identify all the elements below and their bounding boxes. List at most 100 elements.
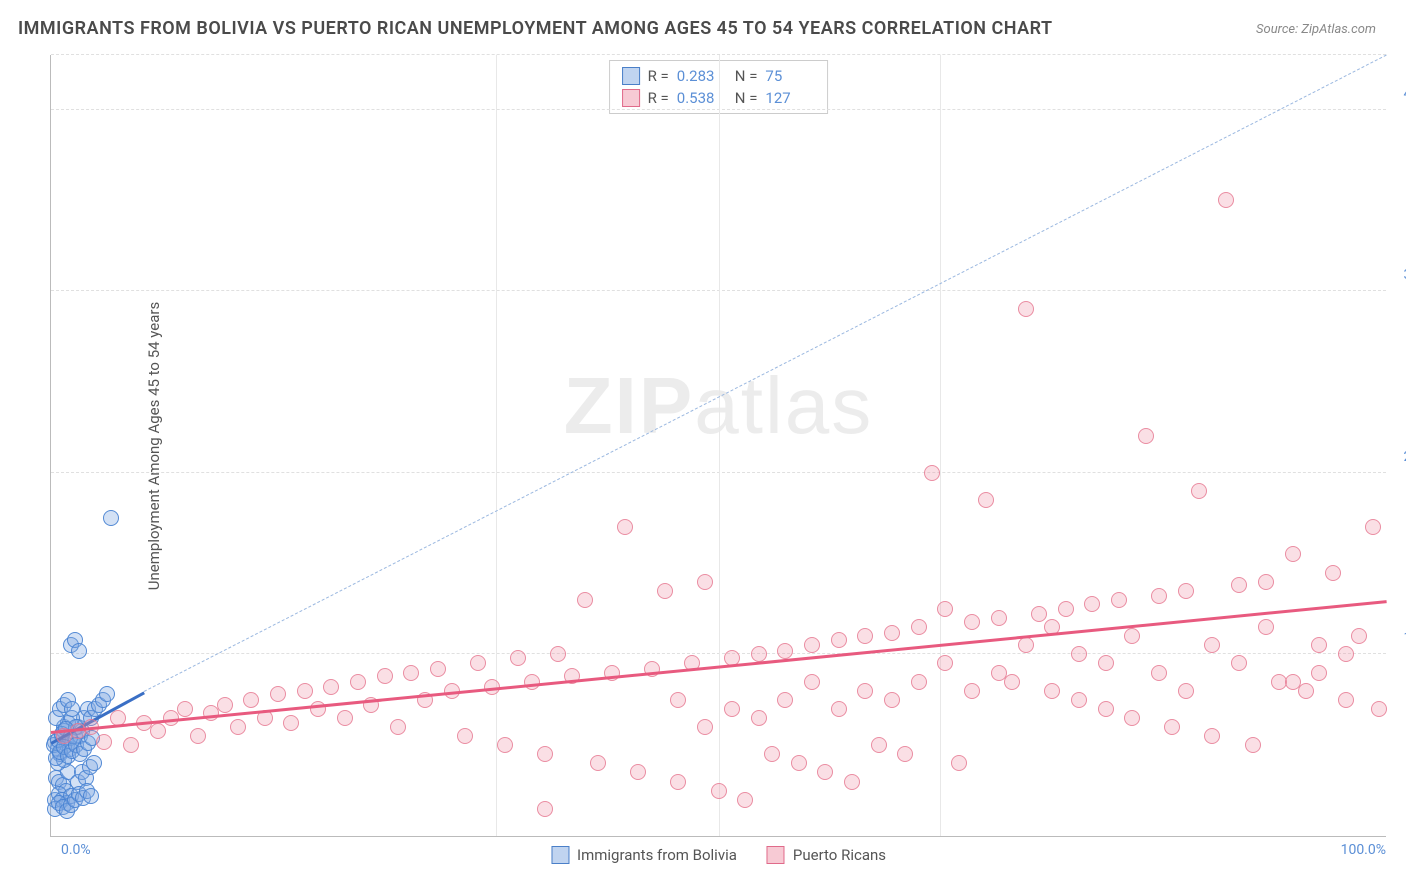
scatter-point (697, 574, 713, 590)
scatter-point (711, 783, 727, 799)
scatter-point (350, 674, 366, 690)
scatter-point (1371, 701, 1387, 717)
scatter-point (1178, 683, 1194, 699)
scatter-point (1218, 192, 1234, 208)
y-tick-label: 40.0% (1391, 86, 1406, 102)
scatter-point (1044, 683, 1060, 699)
scatter-point (1124, 710, 1140, 726)
scatter-point (871, 737, 887, 753)
scatter-point (964, 683, 980, 699)
n-label: N = (735, 89, 758, 107)
scatter-point (103, 510, 119, 526)
scatter-point (1258, 619, 1274, 635)
y-tick-label: 20.0% (1391, 449, 1406, 465)
scatter-point (577, 592, 593, 608)
scatter-point (817, 764, 833, 780)
scatter-point (831, 701, 847, 717)
bottom-legend: Immigrants from Bolivia Puerto Ricans (551, 846, 886, 864)
scatter-point (470, 655, 486, 671)
scatter-point (337, 710, 353, 726)
n-label: N = (735, 67, 758, 85)
scatter-point (1311, 637, 1327, 653)
scatter-point (937, 655, 953, 671)
scatter-point (777, 692, 793, 708)
y-tick-label: 30.0% (1391, 267, 1406, 283)
scatter-point (1338, 692, 1354, 708)
scatter-point (1098, 655, 1114, 671)
scatter-point (283, 715, 299, 731)
scatter-point (590, 755, 606, 771)
scatter-point (697, 719, 713, 735)
trend-line-dashed (144, 54, 1387, 691)
scatter-point (1178, 583, 1194, 599)
scatter-point (323, 679, 339, 695)
scatter-point (1245, 737, 1261, 753)
scatter-point (804, 637, 820, 653)
scatter-point (64, 701, 80, 717)
scatter-point (911, 674, 927, 690)
scatter-point (791, 755, 807, 771)
legend-item: Immigrants from Bolivia (551, 846, 737, 864)
scatter-point (897, 746, 913, 762)
x-tick-label: 0.0% (61, 842, 91, 858)
legend-swatch-icon (622, 89, 640, 107)
scatter-point (951, 755, 967, 771)
scatter-point (991, 610, 1007, 626)
scatter-point (550, 646, 566, 662)
plot-area: ZIPatlas R =0.283N =75R =0.538N =127 Imm… (50, 55, 1386, 837)
scatter-point (1231, 655, 1247, 671)
scatter-point (497, 737, 513, 753)
scatter-point (911, 619, 927, 635)
gridline-vertical (940, 55, 941, 836)
scatter-point (1058, 601, 1074, 617)
scatter-point (1018, 637, 1034, 653)
scatter-point (1325, 565, 1341, 581)
scatter-point (1071, 646, 1087, 662)
scatter-point (724, 701, 740, 717)
scatter-point (1004, 674, 1020, 690)
scatter-point (1124, 628, 1140, 644)
scatter-point (430, 661, 446, 677)
scatter-point (1365, 519, 1381, 535)
scatter-point (670, 774, 686, 790)
legend-item: Puerto Ricans (767, 846, 886, 864)
scatter-point (510, 650, 526, 666)
scatter-point (1164, 719, 1180, 735)
scatter-point (457, 728, 473, 744)
legend-label: Immigrants from Bolivia (577, 846, 737, 864)
scatter-point (764, 746, 780, 762)
scatter-point (230, 719, 246, 735)
scatter-point (857, 683, 873, 699)
x-tick-label: 100.0% (1341, 842, 1386, 858)
scatter-point (177, 701, 193, 717)
scatter-point (1285, 674, 1301, 690)
gridline-vertical (719, 55, 720, 836)
scatter-point (1111, 592, 1127, 608)
scatter-point (844, 774, 860, 790)
scatter-point (1351, 628, 1367, 644)
scatter-point (1204, 637, 1220, 653)
scatter-point (1031, 606, 1047, 622)
y-tick-label: 10.0% (1391, 630, 1406, 646)
legend-swatch-icon (551, 846, 569, 864)
n-value: 127 (765, 89, 815, 107)
scatter-point (804, 674, 820, 690)
scatter-point (123, 737, 139, 753)
scatter-point (537, 746, 553, 762)
r-label: R = (648, 67, 669, 85)
scatter-point (777, 643, 793, 659)
scatter-point (924, 465, 940, 481)
scatter-point (1204, 728, 1220, 744)
scatter-point (1018, 301, 1034, 317)
legend-swatch-icon (622, 67, 640, 85)
scatter-point (403, 665, 419, 681)
scatter-point (884, 625, 900, 641)
scatter-point (537, 801, 553, 817)
gridline-vertical (496, 55, 497, 836)
scatter-point (964, 614, 980, 630)
n-value: 75 (765, 67, 815, 85)
scatter-point (1151, 665, 1167, 681)
scatter-point (657, 583, 673, 599)
scatter-point (1138, 428, 1154, 444)
scatter-point (670, 692, 686, 708)
